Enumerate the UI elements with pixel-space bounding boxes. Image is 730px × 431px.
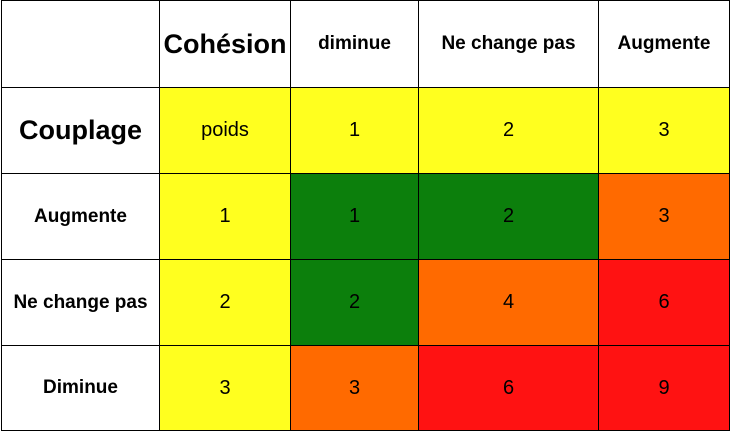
header-row: Cohésion diminue Ne change pas Augmente <box>1 0 730 88</box>
cohesion-weight-diminue: 1 <box>290 87 419 174</box>
score-cell: 1 <box>290 173 419 260</box>
weight-row: Couplage poids 1 2 3 <box>1 87 730 174</box>
cohesion-axis-label: Cohésion <box>159 0 291 88</box>
coupling-weight-ne-change-pas: 2 <box>159 259 291 346</box>
score-cell: 3 <box>598 173 730 260</box>
score-cell: 2 <box>290 259 419 346</box>
weight-label-cell: poids <box>159 87 291 174</box>
score-cell: 6 <box>418 345 599 431</box>
cohesion-weight-ne-change-pas: 2 <box>418 87 599 174</box>
row-augmente: Augmente 1 1 2 3 <box>1 173 730 260</box>
corner-cell <box>1 0 160 88</box>
row-ne-change-pas: Ne change pas 2 2 4 6 <box>1 259 730 346</box>
row-header-ne-change-pas: Ne change pas <box>1 259 160 346</box>
coupling-weight-augmente: 1 <box>159 173 291 260</box>
score-cell: 4 <box>418 259 599 346</box>
col-header-ne-change-pas: Ne change pas <box>418 0 599 88</box>
coupling-weight-diminue: 3 <box>159 345 291 431</box>
row-header-augmente: Augmente <box>1 173 160 260</box>
score-cell: 3 <box>290 345 419 431</box>
col-header-augmente: Augmente <box>598 0 730 88</box>
score-cell: 2 <box>418 173 599 260</box>
couplage-axis-label: Couplage <box>1 87 160 174</box>
cohesion-weight-augmente: 3 <box>598 87 730 174</box>
score-cell: 6 <box>598 259 730 346</box>
score-cell: 9 <box>598 345 730 431</box>
col-header-diminue: diminue <box>290 0 419 88</box>
row-header-diminue: Diminue <box>1 345 160 431</box>
row-diminue: Diminue 3 3 6 9 <box>1 345 730 431</box>
